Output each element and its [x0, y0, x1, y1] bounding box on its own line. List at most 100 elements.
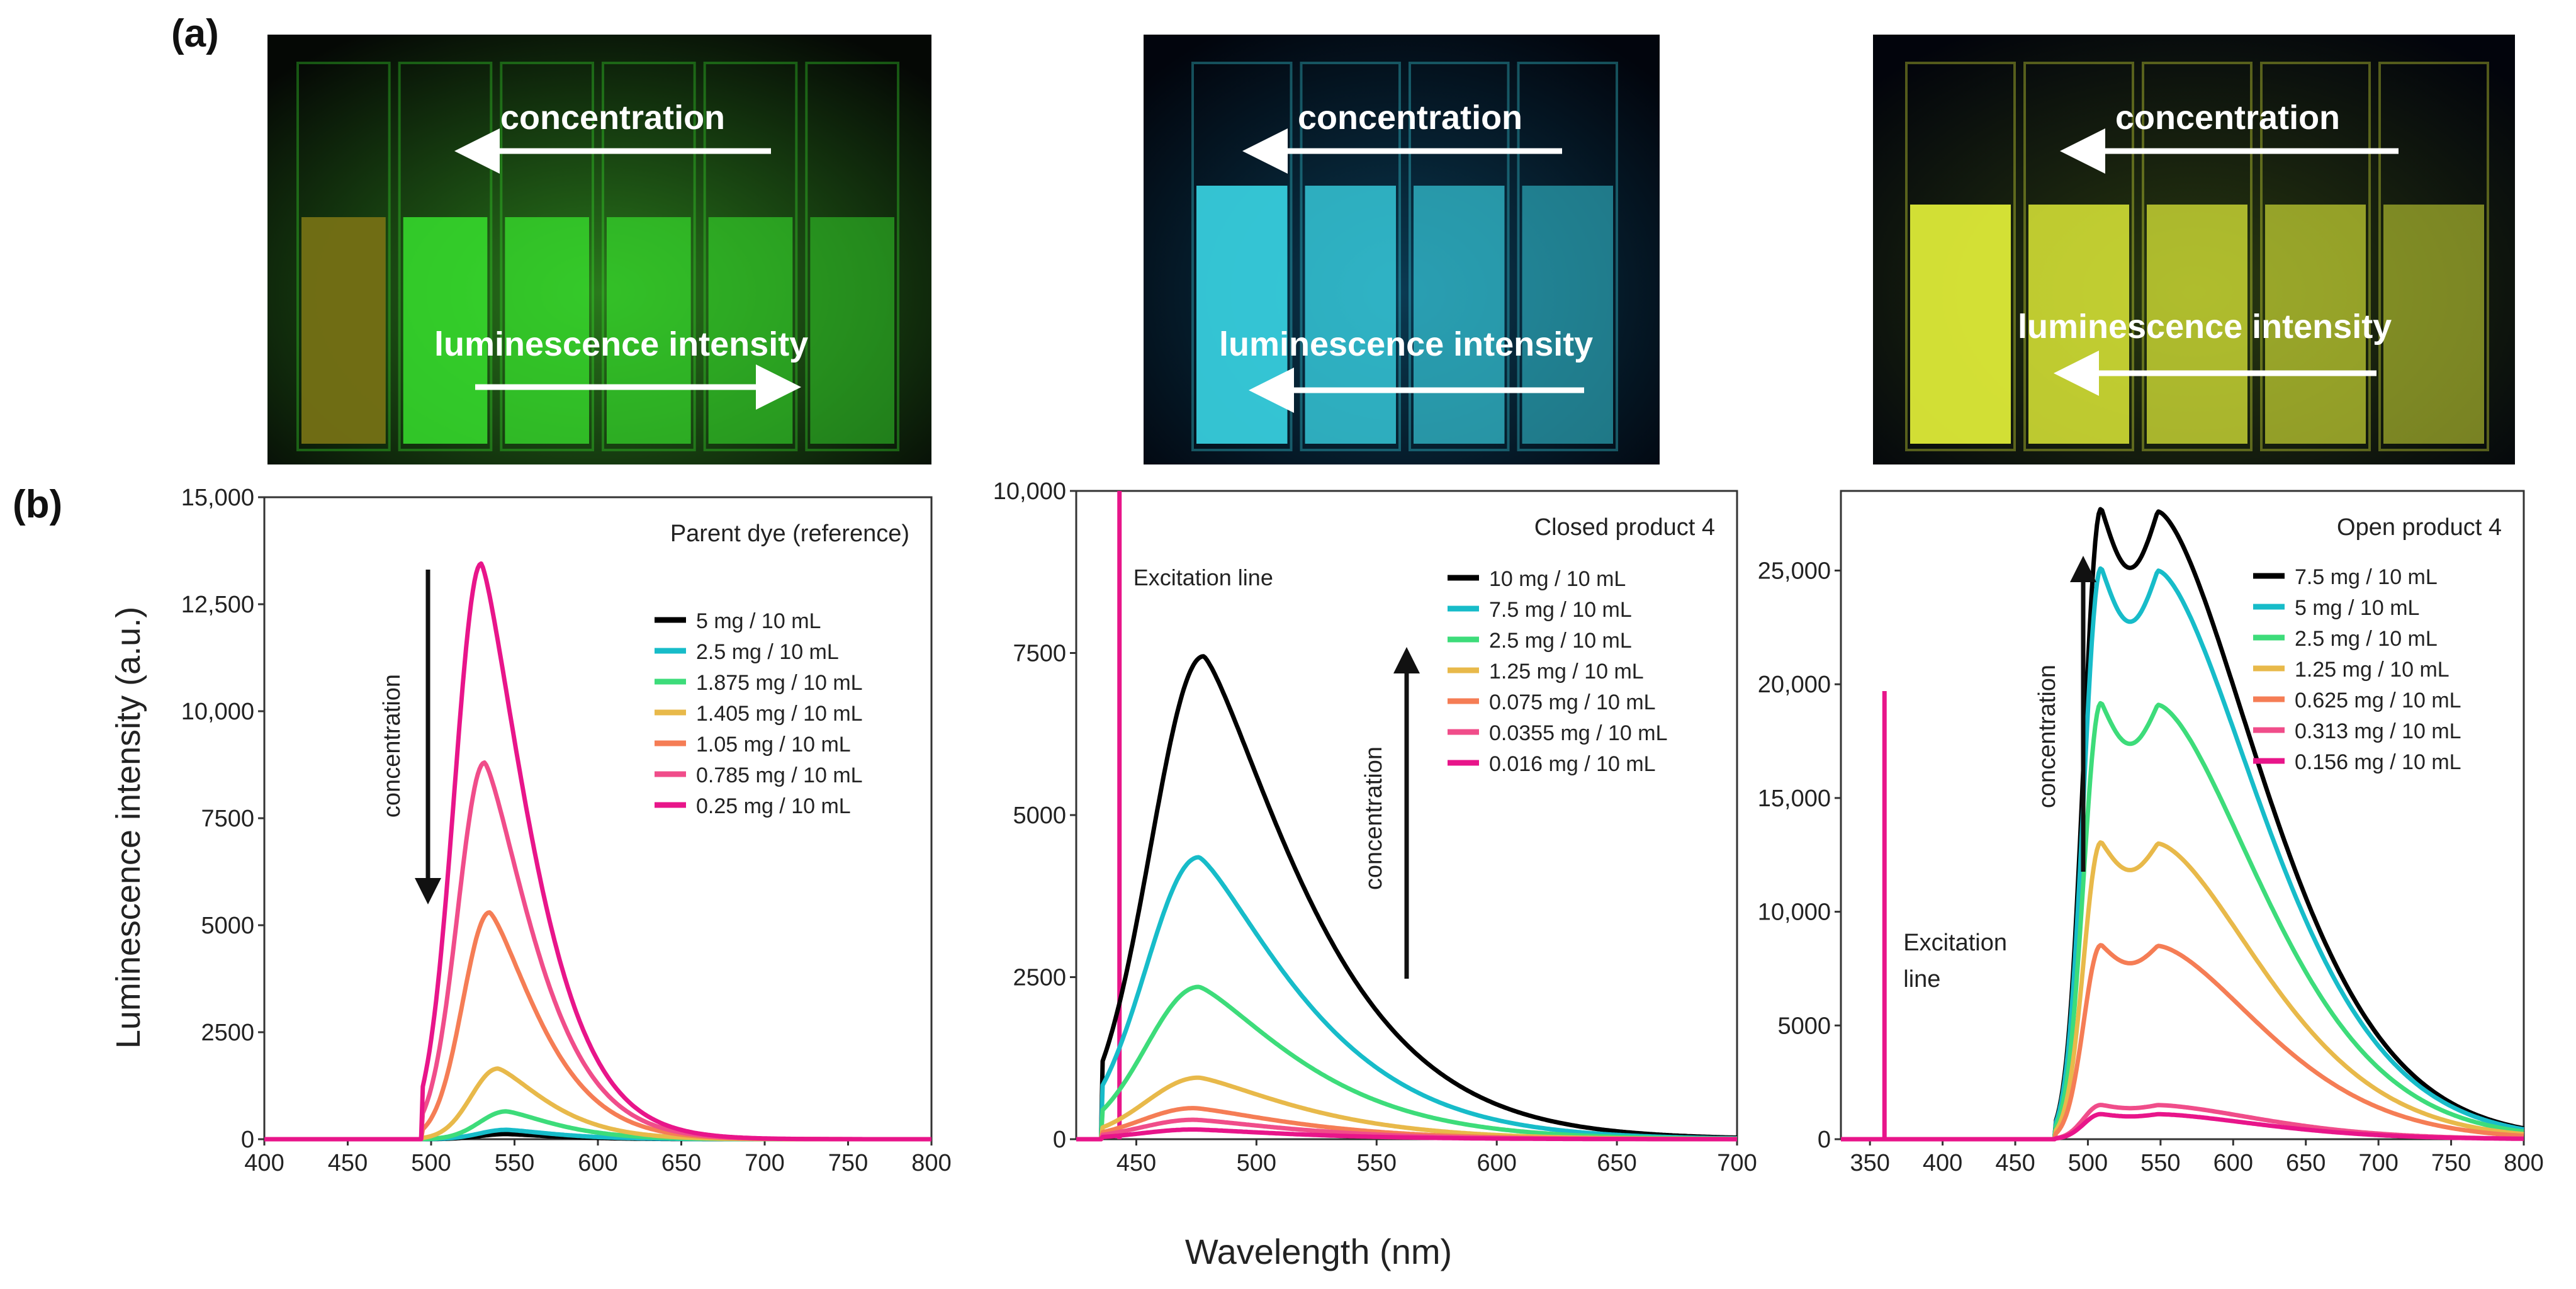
cuvette-liquid [1305, 186, 1396, 444]
cuvette-liquid [1196, 186, 1288, 444]
cuvette-liquid [607, 217, 691, 444]
x-tick-label: 400 [1923, 1150, 1962, 1176]
legend-label: 7.5 mg / 10 mL [1489, 598, 1632, 622]
legend-label: 1.25 mg / 10 mL [1489, 660, 1644, 684]
y-tick-label: 2500 [201, 1020, 254, 1046]
legend-label: 7.5 mg / 10 mL [2295, 565, 2438, 589]
cuvette [2142, 62, 2253, 451]
series-line [1076, 1127, 1738, 1142]
legend-label: 0.313 mg / 10 mL [2295, 719, 2461, 743]
x-tick-label: 450 [1116, 1150, 1156, 1176]
chart-title: Closed product 4 [1534, 514, 1715, 541]
chart-title: Parent dye (reference) [670, 521, 909, 547]
legend-label: 1.05 mg / 10 mL [696, 733, 851, 757]
shared-x-axis-label: Wavelength (nm) [1185, 1232, 1452, 1271]
cuvette [2260, 62, 2371, 451]
legend-label: 2.5 mg / 10 mL [696, 640, 839, 664]
legend-label: 5 mg / 10 mL [696, 609, 821, 633]
y-tick-label: 20,000 [1758, 672, 1831, 698]
legend-label: 0.016 mg / 10 mL [1489, 752, 1656, 776]
y-tick-label: 5000 [1777, 1013, 1831, 1039]
photo-panel-yellow: concentration luminescence intensity [1873, 35, 2515, 464]
concentration-label: concentration [1298, 99, 1522, 137]
concentration-label: concentration [500, 99, 725, 137]
cuvette-row [1905, 62, 2489, 451]
x-tick-label: 500 [1237, 1150, 1276, 1176]
y-tick-label: 7500 [1013, 641, 1066, 667]
x-tick-label: 750 [2431, 1150, 2471, 1176]
y-tick-label: 10,000 [181, 699, 254, 725]
luminescence-label: luminescence intensity [434, 325, 808, 363]
cuvette [1905, 62, 2016, 451]
x-tick-label: 600 [2213, 1150, 2253, 1176]
x-tick-label: 450 [328, 1150, 368, 1176]
y-tick-label: 5000 [201, 913, 254, 939]
legend-label: 2.5 mg / 10 mL [2295, 627, 2438, 651]
cuvette-liquid [505, 217, 589, 444]
x-tick-label: 650 [661, 1150, 701, 1176]
x-tick-label: 800 [911, 1150, 951, 1176]
legend-label: 2.5 mg / 10 mL [1489, 629, 1632, 653]
y-tick-label: 10,000 [1758, 899, 1831, 926]
x-tick-label: 700 [2358, 1150, 2398, 1176]
cuvette-liquid [1522, 186, 1613, 444]
y-tick-label: 2500 [1013, 965, 1066, 991]
x-tick-label: 600 [578, 1150, 617, 1176]
x-tick-label: 350 [1850, 1150, 1889, 1176]
panel-b-label: (b) [13, 483, 62, 526]
cuvette [805, 62, 899, 451]
shared-y-axis-label: Luminescence intensity (a.u.) [110, 607, 147, 1049]
legend-label: 1.405 mg / 10 mL [696, 702, 863, 726]
chart-closed-product: 450 500 550 600 650 700 0 2500 5000 7500 10,000 Exc… [993, 478, 1757, 1176]
x-tick-label: 550 [495, 1150, 534, 1176]
cuvette [398, 62, 493, 451]
cuvette [296, 62, 391, 451]
cuvette-liquid [810, 217, 894, 444]
legend-label: 0.785 mg / 10 mL [696, 763, 863, 787]
cuvette-liquid [1414, 186, 1505, 444]
luminescence-label: luminescence intensity [1219, 325, 1593, 363]
excitation-label: Excitation line [1133, 565, 1273, 590]
concentration-label: concentration [1361, 746, 1387, 890]
luminescence-label: luminescence intensity [2018, 308, 2392, 346]
cuvette [1191, 62, 1293, 451]
series-line [1840, 1112, 2524, 1142]
cuvette [1517, 62, 1618, 451]
x-tick-label: 700 [745, 1150, 784, 1176]
legend-label: 0.25 mg / 10 mL [696, 794, 851, 818]
x-tick-label: 550 [2140, 1150, 2180, 1176]
cuvette [1409, 62, 1510, 451]
legend-label: 0.0355 mg / 10 mL [1489, 721, 1668, 745]
y-tick-label: 5000 [1013, 802, 1066, 829]
chart-parent-dye: 400 450 500 550 600 650 700 750 800 0 2500 5000 7500… [181, 485, 952, 1176]
cuvette [602, 62, 696, 451]
cuvette-liquid-reference [301, 217, 386, 444]
series-line [1076, 654, 1738, 1142]
series-line [264, 561, 932, 1142]
panel-a-label: (a) [171, 12, 219, 55]
y-tick-label: 15,000 [181, 485, 254, 511]
y-tick-label: 0 [1818, 1127, 1831, 1153]
cuvette-liquid [2028, 205, 2129, 444]
x-tick-label: 650 [2286, 1150, 2326, 1176]
x-tick-label: 650 [1597, 1150, 1636, 1176]
plot-frame [263, 496, 933, 1140]
x-tick-label: 600 [1476, 1150, 1516, 1176]
chart-open-product: 350 400 450 500 550 600 650 700 750 800 0 5000 10,00… [1758, 490, 2544, 1176]
legend-label: 0.625 mg / 10 mL [2295, 689, 2461, 712]
x-tick-label: 500 [411, 1150, 451, 1176]
concentration-label: concentration [2115, 99, 2340, 137]
cuvette [500, 62, 595, 451]
cuvette-liquid [2147, 205, 2247, 444]
legend-label: 5 mg / 10 mL [2295, 596, 2419, 620]
y-tick-label: 0 [241, 1127, 254, 1153]
x-tick-label: 400 [244, 1150, 284, 1176]
legend-label: 1.25 mg / 10 mL [2295, 658, 2449, 682]
cuvette [1300, 62, 1401, 451]
cuvette [2378, 62, 2489, 451]
x-tick-label: 750 [828, 1150, 868, 1176]
y-tick-label: 7500 [201, 806, 254, 832]
photo-panel-cyan: concentration luminescence intensity [1144, 35, 1660, 464]
chart-title: Open product 4 [2337, 514, 2502, 541]
